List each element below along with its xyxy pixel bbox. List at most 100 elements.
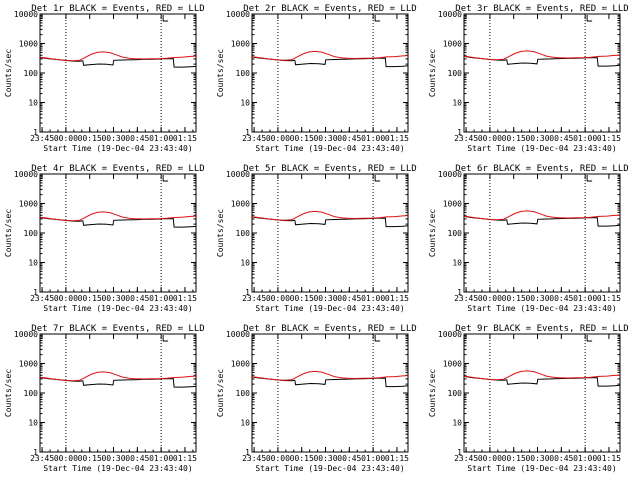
y-tick-label: 1000	[19, 40, 38, 49]
panel-title: Det 1r BLACK = Events, RED = LLD	[31, 4, 204, 14]
y-axis-label: Counts/sec	[216, 369, 225, 417]
y-axis-label: Counts/sec	[428, 209, 437, 257]
x-tick-label: 01:00	[361, 454, 385, 463]
x-axis-label: Start Time (19-Dec-04 23:43:40)	[43, 464, 192, 473]
y-tick-label: 1000	[231, 200, 250, 209]
saa-bracket	[586, 15, 593, 22]
x-tick-label: 00:45	[337, 454, 361, 463]
y-tick-label: 10	[452, 99, 462, 108]
x-tick-label: 01:00	[573, 134, 597, 143]
y-tick-label: 10000	[438, 330, 462, 339]
x-tick-label: 01:15	[597, 454, 621, 463]
y-tick-label: 100	[448, 389, 463, 398]
x-tick-label: 00:00	[478, 294, 502, 303]
y-axis-label: Counts/sec	[428, 369, 437, 417]
x-tick-label: 00:00	[266, 134, 290, 143]
x-tick-label: 00:45	[337, 294, 361, 303]
y-tick-label: 1000	[443, 200, 462, 209]
x-tick-label: 00:00	[54, 294, 78, 303]
y-tick-label: 1	[457, 288, 462, 297]
y-tick-label: 100	[24, 389, 39, 398]
y-tick-label: 10	[452, 419, 462, 428]
detector-panel-3r: Det 3r BLACK = Events, RED = LLD 1 10 100 10…	[428, 4, 629, 153]
y-axis-label: Counts/sec	[216, 49, 225, 97]
x-tick-label: 01:15	[385, 294, 409, 303]
x-tick-label: 00:45	[125, 294, 149, 303]
x-tick-label: 01:15	[173, 454, 197, 463]
y-tick-label: 10	[28, 419, 38, 428]
y-axis-label: Counts/sec	[4, 369, 13, 417]
x-tick-label: 23:45	[454, 134, 478, 143]
x-tick-label: 00:30	[313, 134, 337, 143]
y-axis-label: Counts/sec	[216, 209, 225, 257]
x-axis-label: Start Time (19-Dec-04 23:43:40)	[255, 464, 404, 473]
y-tick-label: 1000	[231, 360, 250, 369]
x-tick-label: 00:45	[125, 134, 149, 143]
events-series-line	[463, 375, 621, 387]
y-tick-label: 100	[236, 69, 251, 78]
y-tick-label: 1	[245, 448, 250, 457]
detector-panel-2r: Det 2r BLACK = Events, RED = LLD 1 10 100 10…	[216, 4, 417, 153]
x-tick-label: 01:00	[149, 454, 173, 463]
panel-title: Det 4r BLACK = Events, RED = LLD	[31, 164, 204, 174]
x-tick-label: 01:00	[149, 294, 173, 303]
x-axis-label: Start Time (19-Dec-04 23:43:40)	[467, 144, 616, 153]
y-tick-label: 1000	[19, 200, 38, 209]
x-tick-label: 01:15	[597, 294, 621, 303]
x-tick-label: 00:15	[78, 294, 102, 303]
x-tick-label: 00:45	[549, 134, 573, 143]
y-tick-label: 100	[24, 69, 39, 78]
detector-panel-9r: Det 9r BLACK = Events, RED = LLD 1 10 100 10…	[428, 324, 629, 473]
x-tick-label: 01:15	[385, 454, 409, 463]
x-tick-label: 00:15	[290, 134, 314, 143]
lld-series-line	[251, 370, 409, 381]
events-series-line	[463, 55, 621, 67]
saa-bracket	[586, 175, 593, 182]
x-tick-label: 01:15	[597, 134, 621, 143]
y-tick-label: 10	[28, 99, 38, 108]
detector-panel-5r: Det 5r BLACK = Events, RED = LLD 1 10 100 10…	[216, 164, 417, 313]
detector-panel-7r: Det 7r BLACK = Events, RED = LLD 1 10 100 10…	[4, 324, 205, 473]
x-axis-label: Start Time (19-Dec-04 23:43:40)	[255, 144, 404, 153]
y-tick-label: 100	[236, 389, 251, 398]
x-tick-label: 00:00	[54, 134, 78, 143]
x-tick-label: 23:45	[242, 134, 266, 143]
lld-series-line	[39, 51, 197, 62]
x-tick-label: 00:15	[502, 454, 526, 463]
x-axis-label: Start Time (19-Dec-04 23:43:40)	[467, 304, 616, 313]
x-tick-label: 00:00	[266, 294, 290, 303]
x-tick-label: 00:00	[478, 454, 502, 463]
events-series-line	[251, 216, 409, 228]
y-tick-label: 1	[457, 128, 462, 137]
x-tick-label: 23:45	[30, 454, 54, 463]
y-tick-label: 10	[452, 259, 462, 268]
y-tick-label: 1	[33, 128, 38, 137]
x-tick-label: 01:15	[173, 134, 197, 143]
y-tick-label: 100	[448, 69, 463, 78]
x-tick-label: 00:45	[337, 134, 361, 143]
events-series-line	[251, 376, 409, 388]
y-tick-label: 100	[236, 229, 251, 238]
y-tick-label: 10000	[226, 330, 250, 339]
panel-title: Det 9r BLACK = Events, RED = LLD	[455, 324, 628, 334]
plot-frame	[251, 173, 409, 293]
y-tick-label: 1	[245, 288, 250, 297]
panel-title: Det 5r BLACK = Events, RED = LLD	[243, 164, 416, 174]
x-tick-label: 00:15	[78, 454, 102, 463]
x-axis-label: Start Time (19-Dec-04 23:43:40)	[255, 304, 404, 313]
y-tick-label: 1	[457, 448, 462, 457]
plot-frame	[251, 333, 409, 453]
events-series-line	[39, 377, 197, 388]
x-tick-label: 01:00	[361, 134, 385, 143]
plot-frame	[251, 13, 409, 133]
lld-series-line	[251, 210, 409, 221]
x-tick-label: 00:45	[125, 454, 149, 463]
x-tick-label: 00:30	[313, 454, 337, 463]
x-tick-label: 23:45	[454, 454, 478, 463]
x-tick-label: 00:30	[525, 454, 549, 463]
plot-frame	[39, 173, 197, 293]
x-tick-label: 00:30	[101, 134, 125, 143]
y-tick-label: 100	[24, 229, 39, 238]
x-axis-label: Start Time (19-Dec-04 23:43:40)	[467, 464, 616, 473]
plot-frame	[463, 333, 621, 453]
